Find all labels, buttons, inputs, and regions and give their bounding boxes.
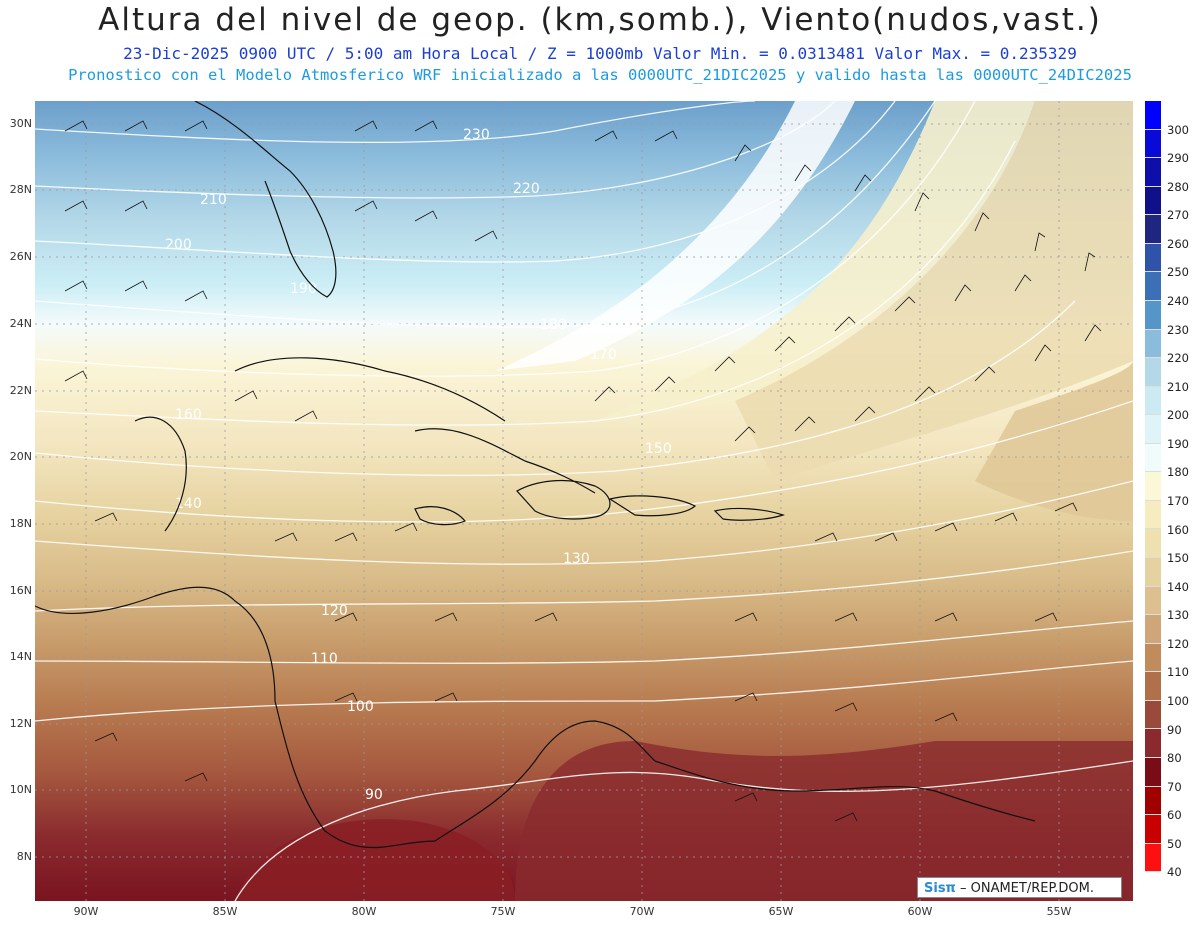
lat-label-10n: 10N [9,783,32,796]
colorbar-label: 170 [1167,494,1189,508]
colorbar-cell [1145,443,1161,473]
colorbar-cell [1145,243,1161,273]
colorbar-label: 130 [1167,608,1189,623]
colorbar-cell [1145,558,1161,587]
forecast-map: 230 220 210 200 190 180 170 160 150 140 … [35,101,1133,901]
colorbar-cell [1145,615,1161,644]
colorbar-label: 50 [1167,836,1182,851]
map-subtitle-model: Pronostico con el Modelo Atmosferico WRF… [68,66,1132,84]
colorbar-cell [1145,129,1161,159]
colorbar-cell [1145,329,1161,359]
colorbar-cell [1145,186,1161,216]
lat-label-20n: 20N [9,450,32,463]
colorbar-cell [1145,700,1161,730]
colorbar-cell [1145,272,1161,301]
lon-label-90w: 90W [73,905,99,918]
contour-label-200: 200 [165,237,192,253]
colorbar-label: 70 [1167,779,1182,794]
colorbar-cell [1145,586,1161,616]
colorbar-cell [1145,672,1161,701]
colorbar-label: 80 [1167,751,1182,766]
colorbar-label: 150 [1167,551,1189,566]
lat-label-24n: 24N [9,317,32,330]
colorbar-label: 210 [1167,379,1189,394]
colorbar-cell [1145,158,1161,187]
contour-label-120: 120 [321,603,348,619]
colorbar [1145,101,1161,873]
contour-label-180: 180 [540,317,567,333]
source-badge: Sisπ – ONAMET/REP.DOM. [917,877,1122,898]
lat-label-16n: 16N [9,584,32,597]
contour-label-160: 160 [175,407,202,423]
colorbar-label: 260 [1167,236,1189,251]
contour-label-110: 110 [311,651,338,667]
contour-label-100: 100 [347,699,374,715]
colorbar-label: 270 [1167,208,1189,223]
lat-label-8n: 8N [16,850,32,863]
lat-label-14n: 14N [9,650,32,663]
map-title: Altura del nivel de geop. (km,somb.), Vi… [98,2,1102,38]
contour-label-190: 190 [290,281,317,297]
colorbar-label: 250 [1167,265,1189,280]
colorbar-label: 240 [1167,294,1189,308]
lat-label-12n: 12N [9,717,32,730]
lat-label-28n: 28N [9,183,32,196]
source-text: – ONAMET/REP.DOM. [955,881,1094,896]
contour-label-140: 140 [175,496,202,512]
colorbar-label: 230 [1167,322,1189,337]
contour-label-210: 210 [200,192,227,208]
map-subtitle-time: 23-Dic-2025 0900 UTC / 5:00 am Hora Loca… [123,44,1077,63]
contour-label-150: 150 [645,441,672,457]
colorbar-label: 180 [1167,465,1189,480]
colorbar-cell [1145,215,1161,244]
colorbar-label: 280 [1167,179,1189,194]
lon-label-70w: 70W [629,905,655,918]
colorbar-label: 40 [1167,865,1182,880]
lon-label-85w: 85W [212,905,238,918]
colorbar-cell [1145,500,1161,530]
colorbar-label: 220 [1167,351,1189,366]
lat-label-30n: 30N [9,117,32,130]
colorbar-cell [1145,300,1161,330]
colorbar-label: 190 [1167,436,1189,451]
colorbar-cell [1145,843,1161,873]
contour-label-130: 130 [563,551,590,567]
colorbar-cell [1145,358,1161,387]
colorbar-label: 290 [1167,151,1189,166]
colorbar-label: 300 [1167,122,1189,137]
colorbar-label: 90 [1167,722,1182,737]
colorbar-cell [1145,643,1161,673]
colorbar-label: 140 [1167,579,1189,594]
colorbar-cell [1145,472,1161,501]
colorbar-cell [1145,786,1161,816]
lat-label-26n: 26N [9,250,32,263]
contour-label-90: 90 [365,787,383,803]
colorbar-cell [1145,757,1161,787]
contour-label-220: 220 [513,181,540,197]
colorbar-label: 200 [1167,408,1189,423]
colorbar-cell [1145,101,1161,130]
contour-label-230: 230 [463,127,490,143]
lon-label-75w: 75W [490,905,516,918]
contour-label-170: 170 [590,347,617,363]
colorbar-label: 110 [1167,665,1189,680]
lon-label-65w: 65W [768,905,794,918]
lon-label-60w: 60W [907,905,933,918]
lon-label-55w: 55W [1046,905,1072,918]
colorbar-cell [1145,529,1161,558]
colorbar-cell [1145,415,1161,444]
colorbar-cell [1145,729,1161,758]
lat-label-18n: 18N [9,517,32,530]
lon-label-80w: 80W [351,905,377,918]
colorbar-cell [1145,815,1161,844]
colorbar-label: 60 [1167,808,1182,823]
brand-logo: Sisπ [924,881,956,896]
colorbar-label: 160 [1167,522,1189,537]
colorbar-cell [1145,386,1161,416]
lat-label-22n: 22N [9,384,32,397]
colorbar-label: 100 [1167,694,1189,708]
colorbar-label: 120 [1167,636,1189,651]
